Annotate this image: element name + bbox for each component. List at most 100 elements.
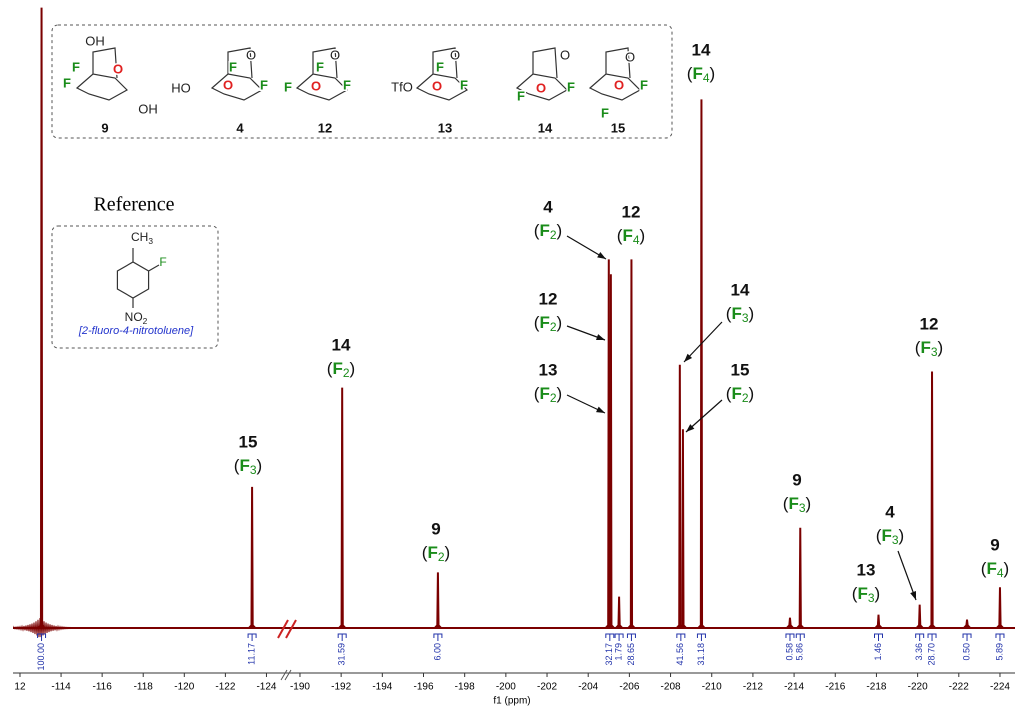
integral-mark xyxy=(927,633,937,641)
integral-mark xyxy=(605,633,615,641)
annotation-compound: 14 xyxy=(731,280,750,299)
annotation-compound: 13 xyxy=(539,360,558,379)
integral-mark xyxy=(795,633,805,641)
peak xyxy=(914,604,925,629)
integral-label: 5.86 xyxy=(795,643,805,661)
annotation-compound: 15 xyxy=(731,360,750,379)
integral-mark xyxy=(915,633,925,641)
annotation-site: (F2) xyxy=(534,221,562,242)
annotation-site: (F3) xyxy=(726,304,754,325)
x-tick-label: -212 xyxy=(743,682,763,693)
structure-label: 15 xyxy=(611,120,625,135)
structure-atom: F xyxy=(343,77,351,92)
peak xyxy=(337,387,348,629)
integral-mark xyxy=(37,633,47,641)
x-tick-label: -122 xyxy=(215,682,235,693)
integral-mark xyxy=(626,633,636,641)
integral-label: 0.50 xyxy=(961,643,971,661)
peak xyxy=(873,614,884,629)
peak xyxy=(696,99,707,629)
integral-label: 100.00 xyxy=(36,643,46,671)
peak xyxy=(614,596,625,629)
structure-atom: F xyxy=(63,75,71,90)
annotation-compound: 12 xyxy=(622,202,641,221)
integral-label: 28.70 xyxy=(926,643,936,666)
annotation-site: (F2) xyxy=(534,384,562,405)
x-tick-label: -192 xyxy=(331,682,351,693)
annotation-compound: 4 xyxy=(543,197,553,216)
structure-bonds xyxy=(515,47,568,101)
annotation-site: (F3) xyxy=(876,526,904,547)
x-tick-label: -204 xyxy=(578,682,598,693)
integral-mark xyxy=(696,633,706,641)
integral-label: 0.58 xyxy=(784,643,794,661)
x-tick-label: -190 xyxy=(290,682,310,693)
x-tick-label: -202 xyxy=(537,682,557,693)
x-axis-label: f1 (ppm) xyxy=(493,696,530,707)
structure-atom: HO xyxy=(171,80,191,95)
structure-atom: O xyxy=(450,47,460,62)
peak xyxy=(36,7,47,629)
axis-break xyxy=(280,669,292,681)
structure-bonds xyxy=(295,47,348,101)
x-tick-label: -200 xyxy=(496,682,516,693)
annotation-compound: 12 xyxy=(539,289,558,308)
structure-bonds xyxy=(75,47,128,101)
reference-atom: F xyxy=(159,255,166,269)
integral-mark xyxy=(433,633,443,641)
arrow-head xyxy=(684,353,693,362)
annotation-site: (F2) xyxy=(327,359,355,380)
integral-label: 32.17 xyxy=(604,643,614,666)
structure-atom: O xyxy=(432,78,442,93)
x-tick-label: -218 xyxy=(866,682,886,693)
annotation-compound: 9 xyxy=(792,470,801,489)
annotation-compound: 9 xyxy=(990,535,999,554)
structure-bonds xyxy=(588,47,641,101)
structure-atom: F xyxy=(284,79,292,94)
structure-atom: O xyxy=(311,78,321,93)
structures-box xyxy=(51,24,673,139)
x-tick-label: -114 xyxy=(51,682,71,693)
structure-atom: F xyxy=(436,59,444,74)
x-tick-label: -214 xyxy=(784,682,804,693)
integral-mark xyxy=(614,633,624,641)
x-tick-label: -198 xyxy=(455,682,475,693)
annotation-compound: 12 xyxy=(920,314,939,333)
x-tick-label: -196 xyxy=(413,682,433,693)
structure-atom: O xyxy=(223,77,233,92)
integral-mark xyxy=(247,633,257,641)
x-tick-label: -220 xyxy=(908,682,928,693)
annotation-site: (F3) xyxy=(234,456,262,477)
integral-label: 41.56 xyxy=(675,643,685,666)
x-tick-label: -118 xyxy=(134,682,154,693)
structure-atom: O xyxy=(625,49,635,64)
arrow-head xyxy=(910,591,916,600)
annotation-compound: 15 xyxy=(239,432,258,451)
structure-atom: O xyxy=(560,47,570,62)
peak xyxy=(432,572,443,629)
structure-atom: O xyxy=(246,47,256,62)
integral-mark xyxy=(995,633,1005,641)
x-tick-label: -208 xyxy=(661,682,681,693)
structure-atom: O xyxy=(330,47,340,62)
integral-label: 31.59 xyxy=(337,643,347,666)
annotation-compound: 14 xyxy=(692,40,711,59)
integral-label: 11.17 xyxy=(246,643,256,665)
structure-bonds xyxy=(210,47,263,101)
structure-label: 9 xyxy=(101,120,108,135)
peak xyxy=(785,617,795,629)
structure-label: 4 xyxy=(236,120,244,135)
peak xyxy=(626,259,637,629)
reference-box xyxy=(51,225,219,349)
x-tick-label: 12 xyxy=(14,682,26,693)
annotation-site: (F3) xyxy=(783,494,811,515)
integral-label: 31.18 xyxy=(696,643,706,666)
arrow-head xyxy=(596,334,605,340)
structure-atom: TfO xyxy=(391,79,413,94)
structure-atom: F xyxy=(567,79,575,94)
arrow-head xyxy=(597,252,606,259)
structure-atom: F xyxy=(229,59,237,74)
annotation-arrow xyxy=(683,321,723,363)
peak xyxy=(247,486,258,629)
